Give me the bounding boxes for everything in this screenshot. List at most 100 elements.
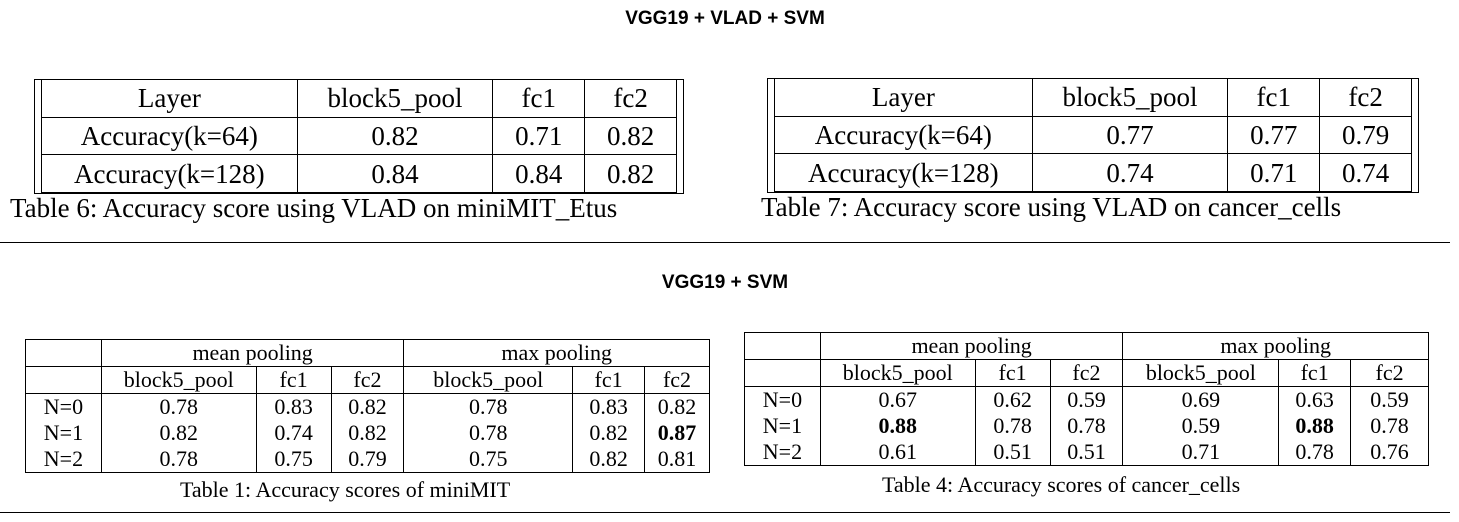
- table-cell: 0.77: [1227, 115, 1321, 155]
- table-cell: 0.69: [1122, 386, 1280, 413]
- table-row: Accuracy(k=128) 0.84 0.84 0.82: [41, 154, 677, 193]
- table-4-group-row: mean pooling max pooling: [744, 332, 1429, 360]
- table-cell: 0.82: [572, 446, 646, 473]
- table-cell: 0.78: [1049, 413, 1124, 439]
- table-cell: 0.82: [100, 420, 257, 446]
- table-cell-best: 0.87: [644, 420, 710, 446]
- table-cell: 0.61: [819, 439, 976, 466]
- row-label: Accuracy(k=128): [774, 153, 1033, 192]
- table-row: Accuracy(k=64) 0.82 0.71 0.82: [41, 116, 677, 156]
- row-label: N=0: [25, 393, 102, 420]
- header-cell: fc1: [1227, 78, 1321, 117]
- header-cell: block5_pool: [819, 359, 976, 387]
- table-cell: 0.79: [330, 446, 405, 473]
- table-4: mean pooling max pooling block5_pool fc1…: [744, 332, 1429, 466]
- table-4-caption: Table 4: Accuracy scores of cancer_cells: [882, 472, 1241, 497]
- table-cell: 0.81: [644, 446, 710, 473]
- table-cell: 0.71: [1122, 439, 1280, 466]
- table-row: Accuracy(k=128) 0.74 0.71 0.74: [774, 153, 1412, 192]
- table-cell: 0.74: [1319, 153, 1412, 192]
- header-cell: fc2: [330, 366, 405, 394]
- header-cell: block5_pool: [296, 79, 494, 118]
- row-label: N=1: [25, 420, 102, 446]
- table-cell: 0.78: [1278, 439, 1352, 466]
- group-header: mean pooling: [100, 339, 405, 367]
- table-7-caption: Table 7: Accuracy score using VLAD on ca…: [761, 192, 1342, 222]
- table-6-caption: Table 6: Accuracy score using VLAD on mi…: [10, 193, 618, 223]
- table-cell: 0.78: [974, 413, 1051, 439]
- table-cell: 0.59: [1122, 413, 1280, 439]
- header-cell: fc1: [974, 359, 1051, 387]
- table-cell: 0.78: [100, 446, 257, 473]
- table-cell: 0.82: [572, 420, 646, 446]
- section-divider: [0, 242, 1450, 243]
- section-title-svm: VGG19 + SVM: [661, 272, 789, 293]
- table-cell: 0.63: [1278, 386, 1352, 413]
- header-cell: fc2: [1049, 359, 1124, 387]
- table-cell: 0.75: [403, 446, 574, 473]
- table-row: N=0 0.78 0.83 0.82 0.78 0.83 0.82: [25, 393, 710, 420]
- table-cell: 0.78: [403, 420, 574, 446]
- header-cell: block5_pool: [403, 366, 574, 394]
- table-cell: 0.74: [1031, 153, 1229, 192]
- table-cell: 0.82: [584, 154, 677, 193]
- header-cell: block5_pool: [1122, 359, 1280, 387]
- table-cell-best: 0.88: [1278, 413, 1352, 439]
- table-cell: 0.78: [403, 393, 574, 420]
- row-label: N=1: [744, 413, 821, 439]
- table-row: N=2 0.61 0.51 0.51 0.71 0.78 0.76: [744, 439, 1429, 466]
- header-cell: fc2: [584, 79, 677, 118]
- header-cell: fc2: [644, 366, 710, 394]
- table-cell: 0.82: [330, 420, 405, 446]
- table-row: Accuracy(k=64) 0.77 0.77 0.79: [774, 115, 1412, 155]
- table-6-header-row: Layer block5_pool fc1 fc2: [41, 79, 677, 118]
- row-label: Accuracy(k=128): [41, 154, 298, 193]
- header-cell: fc1: [1278, 359, 1352, 387]
- table-row: N=1 0.82 0.74 0.82 0.78 0.82 0.87: [25, 420, 710, 446]
- header-cell: block5_pool: [1031, 78, 1229, 117]
- table-1-caption: Table 1: Accuracy scores of miniMIT: [180, 477, 511, 502]
- bottom-divider: [0, 512, 1450, 513]
- header-cell: fc1: [255, 366, 332, 394]
- table-cell: 0.82: [584, 116, 677, 156]
- table-cell: 0.59: [1350, 386, 1429, 413]
- table-cell: 0.84: [492, 154, 586, 193]
- table-7-header-row: Layer block5_pool fc1 fc2: [774, 78, 1412, 117]
- table-4-subheader-row: block5_pool fc1 fc2 block5_pool fc1 fc2: [744, 359, 1429, 387]
- header-cell: block5_pool: [100, 366, 257, 394]
- section-title-vlad: VGG19 + VLAD + SVM: [625, 8, 825, 29]
- table-1-group-row: mean pooling max pooling: [25, 339, 710, 367]
- group-header: max pooling: [403, 339, 710, 367]
- row-label: N=0: [744, 386, 821, 413]
- group-header: max pooling: [1122, 332, 1429, 360]
- table-cell: 0.67: [819, 386, 976, 413]
- header-cell: Layer: [774, 78, 1033, 117]
- table-cell: 0.77: [1031, 115, 1229, 155]
- table-1-subheader-row: block5_pool fc1 fc2 block5_pool fc1 fc2: [25, 366, 710, 394]
- table-cell: 0.71: [492, 116, 586, 156]
- header-cell: fc2: [1350, 359, 1429, 387]
- header-cell: fc1: [492, 79, 586, 118]
- table-cell: 0.83: [255, 393, 332, 420]
- table-cell: 0.78: [100, 393, 257, 420]
- table-1: mean pooling max pooling block5_pool fc1…: [25, 339, 710, 473]
- table-cell: 0.83: [572, 393, 646, 420]
- table-row: N=0 0.67 0.62 0.59 0.69 0.63 0.59: [744, 386, 1429, 413]
- table-row: N=2 0.78 0.75 0.79 0.75 0.82 0.81: [25, 446, 710, 473]
- table-cell: 0.62: [974, 386, 1051, 413]
- table-cell: 0.82: [330, 393, 405, 420]
- row-label: N=2: [25, 446, 102, 473]
- table-cell: 0.78: [1350, 413, 1429, 439]
- header-cell: fc2: [1319, 78, 1412, 117]
- table-cell: 0.71: [1227, 153, 1321, 192]
- table-cell: 0.82: [296, 116, 494, 156]
- row-label: Accuracy(k=64): [41, 116, 298, 156]
- table-cell: 0.59: [1049, 386, 1124, 413]
- header-cell: Layer: [41, 79, 298, 118]
- table-cell: 0.76: [1350, 439, 1429, 466]
- table-cell: 0.51: [974, 439, 1051, 466]
- table-cell: 0.75: [255, 446, 332, 473]
- table-cell: 0.82: [644, 393, 710, 420]
- table-cell-best: 0.88: [819, 413, 976, 439]
- header-cell: fc1: [572, 366, 646, 394]
